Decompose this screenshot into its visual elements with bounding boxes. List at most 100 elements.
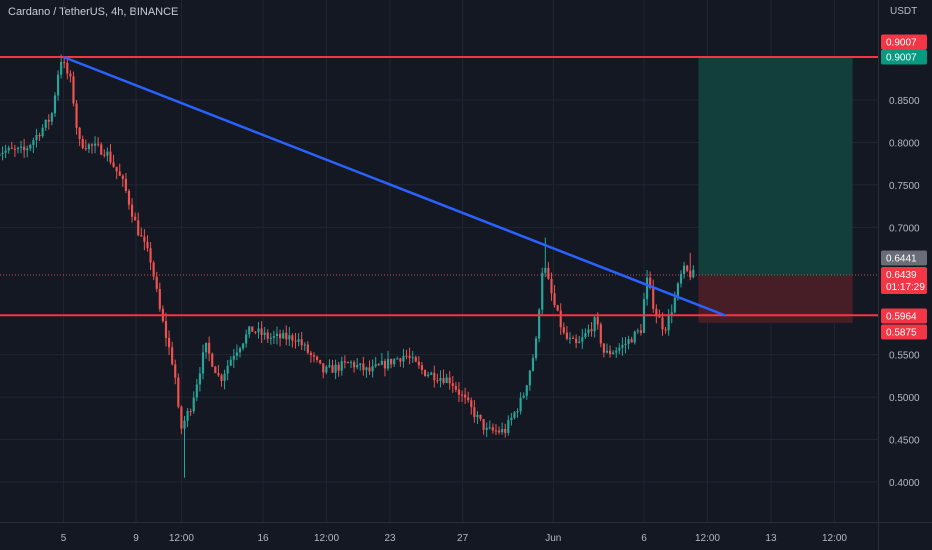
candle-body (134, 216, 137, 221)
target-zone (698, 57, 853, 275)
y-tick-label: 0.5000 (889, 393, 920, 404)
candle-body (393, 359, 396, 365)
candle-body (630, 339, 633, 343)
candle-body (427, 374, 430, 377)
candle-body (50, 113, 53, 122)
candle-body (285, 332, 288, 340)
candle-body (473, 407, 476, 418)
candle-body (346, 362, 350, 364)
candle-body (454, 386, 457, 390)
candle-body (38, 134, 41, 137)
candle-body (337, 364, 340, 371)
candle-body (541, 272, 544, 310)
candle-body (201, 352, 205, 374)
candle-body (143, 236, 146, 242)
candle-body (636, 330, 639, 332)
candle-body (692, 269, 695, 278)
candle-body (309, 352, 313, 356)
candle-body (164, 321, 168, 338)
y-tick-label: 0.7500 (889, 181, 920, 192)
drawings-layer (0, 55, 878, 317)
candle-body (272, 336, 276, 338)
candle-body (365, 367, 368, 371)
x-tick-label: 13 (765, 533, 777, 544)
candle-body (81, 138, 84, 149)
candle-body (186, 411, 189, 421)
price-tag-box (881, 324, 927, 340)
candle-body (87, 144, 90, 150)
candle-body (322, 363, 325, 373)
candle-body (334, 364, 337, 373)
x-tick-label: Jun (545, 533, 561, 544)
candle-body (331, 365, 334, 373)
candle-body (35, 134, 38, 141)
candle-body (112, 162, 115, 167)
candle-body (408, 355, 411, 358)
candle-body (618, 347, 621, 351)
candle-body (238, 348, 242, 353)
candle-body (214, 366, 217, 374)
candle-body (97, 143, 100, 145)
candle-body (658, 316, 661, 318)
candle-body (269, 337, 272, 339)
candle-body (661, 317, 664, 330)
candle-body (242, 343, 245, 349)
candle-body (124, 178, 127, 191)
candle-body (368, 367, 371, 372)
candle-body (140, 235, 143, 237)
x-tick-label: 12:00 (314, 533, 339, 544)
candle-body (177, 377, 180, 407)
candle-body (479, 414, 482, 420)
candle-body (649, 277, 652, 288)
candle-body (254, 331, 257, 333)
x-tick-label: 5 (61, 533, 67, 544)
candle-body (534, 338, 538, 359)
candle-body (340, 361, 343, 371)
candle-body (204, 342, 208, 353)
candle-body (371, 366, 374, 372)
candle-body (353, 362, 356, 368)
candle-body (411, 357, 414, 359)
candle-body (467, 397, 470, 401)
candle-body (390, 358, 393, 365)
y-tick-label: 0.4000 (889, 478, 920, 489)
candle-body (689, 270, 692, 278)
candle-body (470, 400, 473, 408)
candle-body (69, 73, 72, 77)
x-tick-label: 16 (257, 533, 269, 544)
candle-body (587, 329, 590, 334)
candle-body (137, 220, 140, 236)
candle-body (581, 337, 584, 342)
candle-body (420, 365, 424, 371)
candle-body (155, 276, 158, 289)
price-tag-label: 0.6441 (886, 254, 917, 265)
candle-body (405, 355, 408, 357)
candle-body (362, 363, 365, 371)
candle-body (402, 355, 405, 362)
candle-body (673, 297, 676, 313)
candle-body (106, 151, 109, 156)
candle-body (423, 370, 427, 377)
x-tick-label: 9 (133, 533, 139, 544)
candle-body (621, 345, 624, 348)
candle-body (325, 366, 328, 373)
position-zones (698, 57, 853, 323)
candle-body (189, 411, 192, 413)
candle-body (152, 262, 155, 277)
candle-body (63, 62, 66, 64)
candle-body (229, 359, 232, 366)
candle-body (78, 127, 81, 139)
x-tick-label: 12:00 (169, 533, 194, 544)
candle-body (343, 361, 346, 363)
candle-body (306, 344, 309, 353)
x-tick-label: 12:00 (695, 533, 720, 544)
candle-body (374, 364, 377, 367)
candle-body (275, 333, 279, 337)
candle-body (510, 417, 513, 421)
candle-body (232, 355, 235, 360)
price-tag-box (881, 34, 927, 50)
candle-body (667, 314, 670, 331)
y-tick-label: 0.7000 (889, 223, 920, 234)
candle-body (633, 331, 636, 343)
